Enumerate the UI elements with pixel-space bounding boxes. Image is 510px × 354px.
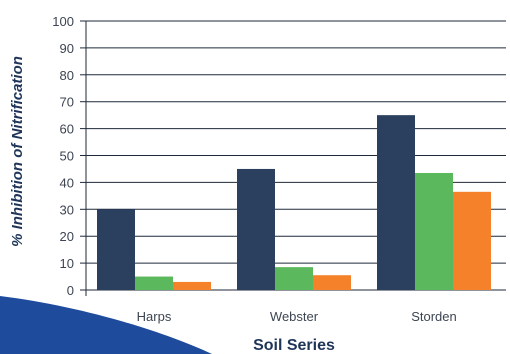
x-category-label: Storden [411,309,457,324]
bar [173,281,211,290]
bar [415,172,453,290]
bar [275,267,313,290]
y-tick-label: 10 [60,256,74,271]
y-tick-label: 40 [60,175,74,190]
bar [453,191,491,290]
x-axis-categories: Harps Webster Storden [137,309,457,324]
y-tick-label: 100 [52,14,74,29]
bar [97,209,135,290]
bar [135,276,173,290]
corner-decoration [0,296,212,354]
y-tick-label: 80 [60,68,74,83]
bar [377,115,415,291]
y-tick-label: 30 [60,202,74,217]
y-tick-label: 20 [60,229,74,244]
gridlines [86,20,506,291]
x-category-label: Webster [270,309,319,324]
y-tick-label: 70 [60,95,74,110]
bars [97,115,491,291]
y-tick-label: 60 [60,122,74,137]
y-tick-label: 0 [67,283,74,298]
bar [237,168,275,290]
y-tick-label: 50 [60,149,74,164]
x-axis-title: Soil Series [253,337,335,354]
bar [313,275,351,290]
x-category-label: Harps [137,309,172,324]
y-axis-ticks: 0 10 20 30 40 50 60 70 80 90 100 [52,14,86,298]
y-tick-label: 90 [60,41,74,56]
y-axis-title: % Inhibition of Nitrification [9,56,26,247]
